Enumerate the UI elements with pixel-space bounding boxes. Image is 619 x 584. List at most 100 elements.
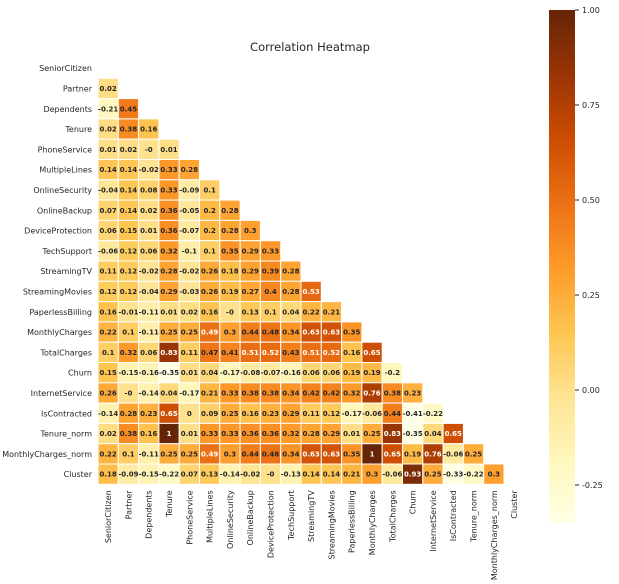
y-tick-label: PhoneService [38, 145, 92, 154]
cell-value-label: 0.01 [181, 369, 198, 377]
cell-value-label: 0.48 [262, 329, 279, 337]
cell-value-label: 0.13 [242, 308, 259, 316]
colorbar-ticks: -0.25 0.00 0.25 0.50 0.75 1.00 [575, 6, 603, 490]
cell-value-label: -0 [226, 308, 234, 316]
y-tick-label: InternetService [31, 389, 92, 398]
cell-value-label: 0.21 [201, 389, 218, 397]
cell-value-label: 0.28 [282, 268, 299, 276]
y-tick-label: Tenure_norm [39, 430, 92, 439]
cell-value-label: 0.06 [303, 369, 320, 377]
cell-value-label: 0.38 [242, 389, 259, 397]
cell-value-label: 0.06 [100, 227, 117, 235]
x-tick-label: PaperlessBilling [348, 490, 357, 553]
x-tick-label: MultipleLines [206, 490, 215, 543]
cell-value-label: 0.45 [120, 105, 137, 113]
cell-value-label: 0.63 [323, 329, 340, 337]
cell-value-label: 0.34 [282, 450, 299, 458]
cell-value-label: 0.23 [404, 389, 421, 397]
x-tick-label: OnlineSecurity [226, 490, 235, 549]
x-tick-label: PhoneService [185, 490, 194, 544]
cell-value-label: -0.14 [139, 389, 159, 397]
cell-value-label: -0.01 [118, 308, 138, 316]
cell-value-label: 0.36 [262, 430, 279, 438]
cell-value-label: 0.15 [120, 227, 137, 235]
cell-value-label: 0.12 [120, 288, 137, 296]
cell-value-label: 0.83 [384, 430, 401, 438]
cell-value-label: -0.33 [443, 471, 463, 479]
x-tick-label: MonthlyCharges_norm [490, 490, 499, 580]
cell-value-label: 0.44 [242, 329, 259, 337]
cell-value-label: 0.22 [303, 308, 320, 316]
x-tick-label: Tenure_norm [470, 490, 479, 543]
cell-value-label: 0.04 [424, 430, 441, 438]
cell-value-label: 0.63 [303, 329, 320, 337]
cell-value-label: -0.14 [98, 410, 118, 418]
x-tick-label: SeniorCitizen [104, 490, 113, 543]
cell-value-label: 0.13 [201, 471, 218, 479]
cell-value-label: 0.25 [424, 471, 441, 479]
cell-value-label: 0.38 [262, 389, 279, 397]
y-tick-label: MonthlyCharges_norm [2, 450, 92, 459]
x-tick-label: OnlineBackup [246, 490, 255, 545]
cell-value-label: 0.65 [160, 410, 177, 418]
cell-value-label: 0.48 [262, 450, 279, 458]
cell-value-label: 0.63 [303, 450, 320, 458]
cell-value-label: 0.42 [303, 389, 320, 397]
y-tick-label: TotalCharges [39, 348, 92, 357]
cell-value-label: 0.02 [100, 85, 117, 93]
cell-value-label: -0.06 [98, 247, 118, 255]
cell-value-label: 0.27 [242, 288, 259, 296]
colorbar-tick-label: 1.00 [582, 6, 600, 15]
cell-value-label: 0.52 [323, 349, 340, 357]
cell-value-label: 0.25 [160, 450, 177, 458]
cell-value-label: -0.22 [159, 471, 179, 479]
cell-value-label: 0.22 [100, 450, 117, 458]
cell-value-label: -0.22 [423, 410, 443, 418]
cell-value-label: 0.07 [100, 207, 117, 215]
cell-value-label: 0.28 [120, 410, 137, 418]
cell-value-label: 0.28 [303, 430, 320, 438]
x-tick-label: Partner [124, 490, 133, 520]
cell-value-label: 0.25 [181, 329, 198, 337]
y-tick-label: MultipleLines [39, 166, 92, 175]
x-tick-label: IsContracted [449, 490, 458, 541]
cell-value-label: 0.33 [221, 389, 238, 397]
y-tick-label: DeviceProtection [24, 227, 92, 236]
cell-value-label: 0.32 [343, 389, 360, 397]
cell-value-label: -0.11 [139, 329, 159, 337]
cell-value-label: 0.33 [221, 430, 238, 438]
cell-value-label: 1 [370, 450, 375, 458]
colorbar-tick-label: 0.00 [582, 386, 600, 395]
cell-value-label: 0.25 [363, 430, 380, 438]
cell-value-label: 0.4 [264, 288, 277, 296]
x-tick-label: Cluster [510, 490, 519, 519]
cell-value-label: 0.36 [160, 227, 177, 235]
cell-value-label: -0.07 [260, 369, 280, 377]
cell-value-label: 0.38 [120, 430, 137, 438]
cell-value-label: 0.32 [120, 349, 137, 357]
cell-value-label: 0.36 [160, 207, 177, 215]
cell-value-label: 0.1 [102, 349, 115, 357]
cell-value-label: 0.2 [203, 207, 216, 215]
x-tick-label: StreamingMovies [327, 490, 336, 559]
cell-value-label: -0.04 [139, 288, 159, 296]
x-tick-label: TechSupport [287, 490, 296, 541]
cell-value-label: -0.02 [139, 166, 159, 174]
cell-value-label: 0.3 [224, 450, 237, 458]
cell-value-label: 0.1 [203, 247, 216, 255]
cell-value-label: 0.49 [201, 450, 218, 458]
cell-value-label: 0.29 [242, 268, 259, 276]
cell-value-label: 0.26 [100, 389, 117, 397]
cell-value-label: 0.32 [160, 247, 177, 255]
colorbar-tick-label: 0.50 [582, 196, 600, 205]
cell-value-label: 0.32 [282, 430, 299, 438]
cell-value-label: -0.22 [463, 471, 483, 479]
cell-value-label: 0.19 [343, 369, 360, 377]
colorbar-tick-label: -0.25 [582, 481, 603, 490]
cell-value-label: 0.02 [181, 308, 198, 316]
y-tick-label: MonthlyCharges [27, 328, 92, 337]
y-tick-label: Cluster [64, 470, 93, 479]
cell-value-label: 0.35 [343, 329, 360, 337]
cell-value-label: 0.29 [323, 430, 340, 438]
